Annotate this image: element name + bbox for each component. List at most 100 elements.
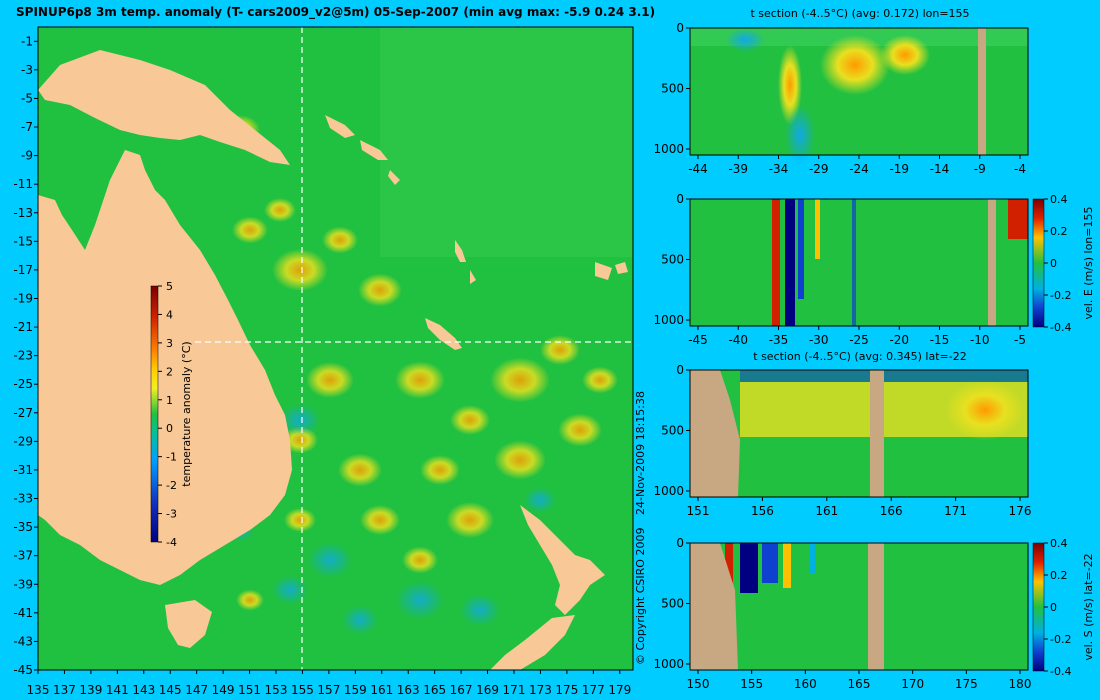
temperature-colorbar-tick-label: -2 <box>166 479 177 492</box>
panel4-jet-3 <box>762 543 778 583</box>
panel2-jet-west-3 <box>852 199 856 326</box>
panel-x-tick-label: -4 <box>1014 162 1026 176</box>
ocean-field-north <box>380 27 633 257</box>
map-x-tick-label: 159 <box>344 683 367 697</box>
map-x-tick-label: 167 <box>450 683 473 697</box>
warm-eddy <box>402 546 438 574</box>
map-y-tick-label: -15 <box>13 234 33 248</box>
warm-eddy <box>494 440 546 480</box>
panel-x-tick-label: 161 <box>815 504 838 518</box>
panel3-ticks: 151 156 161 166 171 176 0 500 1000 <box>653 363 1031 518</box>
panel2-colorbar-label: vel. E (m/s) lon=155 <box>1082 207 1095 320</box>
panel-y-tick-label: 500 <box>661 253 684 267</box>
tasmania-land <box>165 600 212 648</box>
copyright-text: © Copyright CSIRO 2009 <box>634 528 647 665</box>
panel1-cool-core-1 <box>725 28 765 52</box>
panel1-seafloor <box>978 28 986 155</box>
panel-y-tick-label: 0 <box>676 536 684 550</box>
panel1-title: t section (-4..5°C) (avg: 0.172) lon=155 <box>750 7 969 20</box>
map-frame <box>37 26 634 671</box>
temperature-colorbar-tick-label: 2 <box>166 365 173 378</box>
velocity-colorbar-tick-label: 0 <box>1050 601 1057 614</box>
map-y-tick-label: -9 <box>21 149 33 163</box>
panel-y-tick-label: 500 <box>661 424 684 438</box>
panel-x-tick-label: 156 <box>751 504 774 518</box>
map-x-tick-label: 143 <box>132 683 155 697</box>
map-y-tick-label: -7 <box>21 120 33 134</box>
panel2-colorbar: 0.4 0.2 0 -0.2 -0.4 vel. E (m/s) lon=155 <box>1032 193 1095 334</box>
panel-x-tick-label: -44 <box>688 162 708 176</box>
velocity-colorbar-tick-label: 0.4 <box>1050 193 1068 206</box>
panel-x-tick-label: 171 <box>944 504 967 518</box>
panel-x-tick-label: -29 <box>809 162 829 176</box>
panel-x-tick-label: 180 <box>1009 677 1032 691</box>
map-x-tick-label: 151 <box>238 683 261 697</box>
map-y-tick-label: -39 <box>13 577 33 591</box>
panel-y-tick-label: 1000 <box>653 657 684 671</box>
panel-x-tick-label: -14 <box>930 162 950 176</box>
panel-x-tick-label: 155 <box>740 677 763 691</box>
map-x-tick-label: 149 <box>212 683 235 697</box>
panel-x-tick-label: 176 <box>1009 504 1032 518</box>
solomon-islands-land <box>325 115 400 185</box>
map-y-tick-label: -13 <box>13 206 33 220</box>
panel2-jet-west <box>785 199 795 326</box>
panel-x-tick-label: -24 <box>849 162 869 176</box>
temperature-colorbar-tick-label: 5 <box>166 280 173 293</box>
map-y-tick-label: -5 <box>21 91 33 105</box>
map-y-tick-label: -1 <box>21 34 33 48</box>
fiji-land <box>595 262 628 280</box>
panel4-section <box>689 542 1029 671</box>
panel2-jet-east-3 <box>1008 199 1028 239</box>
panel-y-tick-label: 500 <box>661 82 684 96</box>
panel4-jet-4 <box>783 543 791 588</box>
warm-eddy <box>236 589 264 611</box>
panel2-seafloor <box>988 199 996 326</box>
australia-land <box>38 150 292 585</box>
temperature-map <box>37 26 634 671</box>
panel2-colorbar-ticks: 0.4 0.2 0 -0.2 -0.4 <box>1044 193 1071 334</box>
panel-x-tick-label: -9 <box>974 162 986 176</box>
panel-x-tick-label: -40 <box>728 333 748 347</box>
warm-eddy <box>360 505 400 535</box>
panel2-jet-east <box>772 199 780 326</box>
temperature-colorbar-tick-label: 0 <box>166 422 173 435</box>
map-x-tick-label: 137 <box>53 683 76 697</box>
warm-eddy <box>420 455 460 485</box>
velocity-colorbar-tick-label: -0.4 <box>1050 321 1071 334</box>
panel4-jet-2 <box>740 543 758 593</box>
panel-x-tick-label: 175 <box>955 677 978 691</box>
map-x-tick-label: 165 <box>423 683 446 697</box>
map-x-tick-label: 179 <box>608 683 631 697</box>
panel-x-tick-label: 170 <box>901 677 924 691</box>
velocity-colorbar-tick-label: -0.2 <box>1050 289 1071 302</box>
panel4-seafloor-slope <box>690 543 738 670</box>
panel3-frame <box>689 369 1029 498</box>
panel4-colorbar-ticks: 0.4 0.2 0 -0.2 -0.4 <box>1044 537 1071 678</box>
map-x-tick-label: 155 <box>291 683 314 697</box>
map-x-tick-label: 173 <box>529 683 552 697</box>
temperature-colorbar-tick-label: 3 <box>166 337 173 350</box>
map-y-tick-label: -3 <box>21 63 33 77</box>
temperature-colorbar-label: temperature anomaly (°C) <box>180 341 193 486</box>
velocity-colorbar-tick-label: 0 <box>1050 257 1057 270</box>
warm-eddy <box>322 226 358 254</box>
map-y-tick-label: -37 <box>13 549 33 563</box>
map-x-tick-label: 145 <box>159 683 182 697</box>
panel1-cool-core-2 <box>785 105 815 165</box>
map-x-tick-label: 177 <box>582 683 605 697</box>
panel4-colorbar-label: vel. S (m/s) lat=-22 <box>1082 553 1095 660</box>
warm-eddy <box>446 502 494 538</box>
panel-x-tick-label: -20 <box>889 333 909 347</box>
panel-x-tick-label: -45 <box>688 333 708 347</box>
map-y-tick-label: -29 <box>13 434 33 448</box>
panel-x-tick-label: 166 <box>880 504 903 518</box>
panel-x-tick-label: -39 <box>728 162 748 176</box>
panel-y-tick-label: 0 <box>676 21 684 35</box>
map-title: SPINUP6p8 3m temp. anomaly (T- cars2009_… <box>16 5 655 20</box>
panel-x-tick-label: -19 <box>889 162 909 176</box>
temperature-colorbar-bar <box>150 285 159 543</box>
cool-eddy <box>308 542 352 578</box>
map-y-tick-label: -17 <box>13 263 33 277</box>
panel2-colorbar-bar <box>1032 198 1045 328</box>
